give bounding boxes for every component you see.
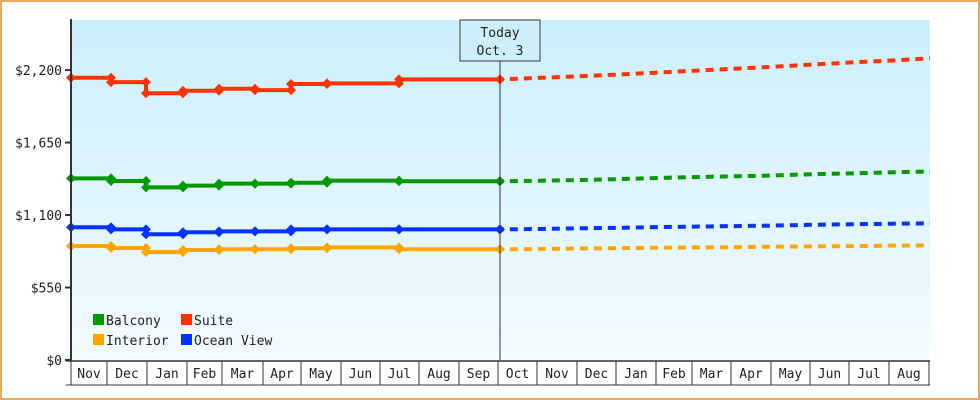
- legend-label: Balcony: [106, 314, 161, 329]
- data-point-marker: [394, 176, 404, 187]
- x-tick-label: May: [779, 367, 803, 382]
- x-tick-label: Aug: [427, 367, 450, 382]
- data-point-marker: [322, 175, 332, 186]
- forecast-line: [499, 169, 931, 184]
- y-tick-label: $1,650: [15, 137, 62, 152]
- data-point-marker: [322, 242, 332, 253]
- x-tick-label: Jan: [155, 367, 178, 382]
- data-point-marker: [141, 77, 151, 88]
- legend-label: Interior: [106, 334, 169, 349]
- data-point-marker: [141, 88, 151, 99]
- data-point-marker: [286, 224, 296, 235]
- data-point-marker: [214, 244, 224, 255]
- x-tick-label: Mar: [700, 367, 724, 382]
- data-point-marker: [286, 177, 296, 188]
- x-tick-label: Mar: [231, 367, 255, 382]
- data-point-marker: [178, 180, 188, 191]
- forecast-line: [499, 221, 931, 232]
- x-tick-label: Feb: [193, 367, 217, 382]
- x-tick-label: Dec: [115, 367, 138, 382]
- x-tick-label: Apr: [270, 367, 294, 382]
- data-point-marker: [394, 224, 404, 235]
- x-tick-label: Jan: [624, 367, 647, 382]
- x-tick-label: May: [309, 367, 333, 382]
- today-label: Today: [480, 26, 519, 41]
- data-point-marker: [141, 229, 151, 240]
- y-tick-label: $2,200: [15, 64, 62, 79]
- legend-swatch: [93, 334, 104, 345]
- data-point-marker: [322, 224, 332, 235]
- data-point-marker: [394, 244, 404, 255]
- x-tick-label: Apr: [739, 367, 763, 382]
- data-point-marker: [394, 74, 404, 85]
- x-tick-label: Nov: [545, 367, 569, 382]
- legend-swatch: [181, 314, 192, 325]
- data-point-marker: [106, 176, 116, 187]
- legend-label: Ocean View: [194, 334, 272, 349]
- legend-swatch: [93, 314, 104, 325]
- data-point-marker: [141, 176, 151, 187]
- today-callout: [459, 19, 541, 62]
- data-point-marker: [322, 78, 332, 89]
- today-date: Oct. 3: [477, 44, 524, 59]
- legend-label: Suite: [194, 314, 233, 329]
- legend: Balcony Suite Interior Ocean View: [93, 314, 272, 349]
- data-point-marker: [250, 244, 260, 255]
- data-point-marker: [214, 226, 224, 237]
- data-point-marker: [250, 85, 260, 96]
- x-tick-label: Nov: [77, 367, 101, 382]
- forecast-line: [499, 243, 931, 252]
- history-line: [71, 75, 500, 96]
- x-tick-label: Feb: [662, 367, 686, 382]
- data-point-marker: [250, 226, 260, 237]
- x-tick-label: Jul: [388, 367, 411, 382]
- y-tick-label: $550: [31, 282, 62, 297]
- series-interior: [66, 241, 931, 258]
- forecast-line: [499, 56, 931, 82]
- x-tick-label: Aug: [897, 367, 920, 382]
- data-point-marker: [178, 244, 188, 255]
- legend-swatch: [181, 334, 192, 345]
- x-tick-label: Dec: [585, 367, 608, 382]
- data-point-marker: [286, 79, 296, 90]
- x-tick-label: Jun: [349, 367, 372, 382]
- data-point-marker: [178, 85, 188, 96]
- data-point-marker: [106, 242, 116, 253]
- data-point-marker: [250, 178, 260, 189]
- series-ocean-view: [66, 221, 931, 240]
- x-tick-label: Sep: [467, 367, 491, 382]
- data-point-marker: [286, 85, 296, 96]
- data-point-marker: [214, 83, 224, 94]
- data-point-marker: [141, 247, 151, 258]
- y-tick-label: $0: [46, 354, 62, 369]
- x-tick-label: Oct: [506, 367, 529, 382]
- series-suite: [66, 56, 931, 99]
- x-tick-label: Jun: [818, 367, 841, 382]
- data-point-marker: [286, 243, 296, 254]
- data-point-marker: [214, 178, 224, 189]
- data-point-marker: [106, 77, 116, 88]
- data-point-marker: [141, 182, 151, 193]
- data-point-marker: [106, 224, 116, 235]
- data-point-marker: [178, 227, 188, 238]
- series-balcony: [66, 169, 931, 193]
- x-tick-label: Jul: [857, 367, 880, 382]
- y-tick-label: $1,100: [15, 209, 62, 224]
